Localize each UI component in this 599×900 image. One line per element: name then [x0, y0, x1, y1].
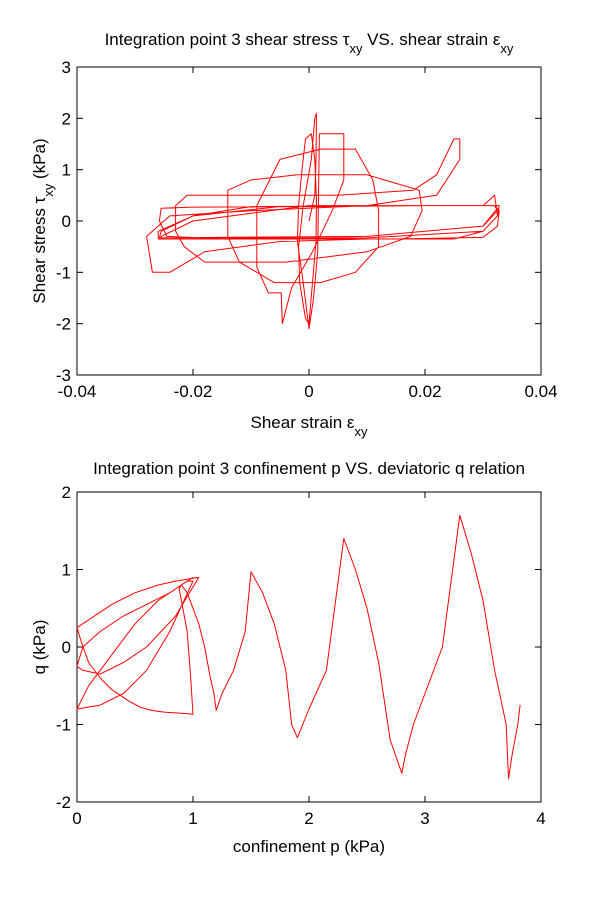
x-tick-label: 2 — [304, 809, 313, 828]
chart-title: Integration point 3 shear stress τxy VS.… — [105, 30, 514, 56]
x-tick-label: 0 — [304, 382, 313, 401]
y-tick-label: -2 — [56, 793, 71, 812]
axis-ticks: -0.04 -0.02 0 0.02 0.04 -3 -2 -1 0 1 2 3 — [56, 58, 558, 401]
x-tick-label: -0.02 — [174, 382, 213, 401]
y-tick-label: -1 — [56, 263, 71, 282]
confinement-deviatoric-chart: Integration point 3 confinement p VS. de… — [30, 459, 546, 856]
y-tick-label: 2 — [62, 109, 71, 128]
series-line — [76, 514, 521, 780]
x-tick-label: -0.04 — [58, 382, 97, 401]
x-tick-label: 3 — [420, 809, 429, 828]
x-axis-label: Shear strain εxy — [251, 413, 368, 439]
y-tick-label: 0 — [62, 638, 71, 657]
y-tick-label: 0 — [62, 212, 71, 231]
x-tick-label: 4 — [536, 809, 545, 828]
y-tick-label: -1 — [56, 716, 71, 735]
chart-title: Integration point 3 confinement p VS. de… — [93, 459, 525, 478]
y-tick-label: 1 — [62, 161, 71, 180]
x-tick-label: 1 — [188, 809, 197, 828]
x-axis-label: confinement p (kPa) — [233, 837, 385, 856]
plot-lines — [76, 514, 521, 780]
series-line — [76, 576, 200, 710]
y-axis-label: q (kPa) — [30, 620, 49, 675]
x-tick-label: 0.04 — [524, 382, 557, 401]
plot-lines — [146, 112, 500, 330]
y-tick-label: -2 — [56, 315, 71, 334]
axis-ticks: 0 1 2 3 4 -2 -1 0 1 2 — [56, 483, 546, 828]
y-tick-label: -3 — [56, 366, 71, 385]
shear-stress-strain-chart: Integration point 3 shear stress τxy VS.… — [30, 30, 558, 439]
y-axis-label: Shear stress τxy (kPa) — [30, 138, 56, 303]
x-tick-label: 0.02 — [408, 382, 441, 401]
y-tick-label: 1 — [62, 561, 71, 580]
x-tick-label: 0 — [72, 809, 81, 828]
series-line — [146, 112, 500, 330]
y-tick-label: 2 — [62, 483, 71, 502]
y-tick-label: 3 — [62, 58, 71, 77]
